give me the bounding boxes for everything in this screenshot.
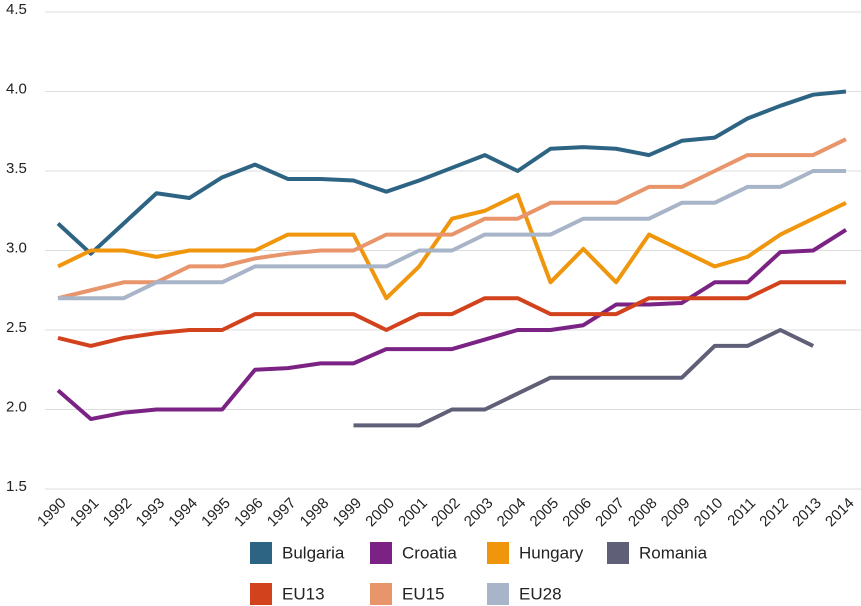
x-tick-label: 2010	[691, 495, 727, 531]
line	[58, 169, 846, 301]
y-tick-label: 1.5	[6, 478, 27, 495]
y-tick-label: 3.0	[6, 239, 27, 256]
x-tick-label: 1997	[264, 495, 300, 531]
line	[353, 328, 815, 428]
legend-swatch	[250, 542, 272, 564]
x-tick-label: 2008	[625, 495, 661, 531]
legend-label: Bulgaria	[282, 543, 345, 562]
line	[56, 228, 848, 422]
x-tick-label: 1996	[231, 495, 267, 531]
x-tick-label: 1995	[198, 495, 234, 531]
legend-label: EU28	[519, 584, 562, 603]
x-tick-label: 2014	[822, 495, 858, 531]
line	[57, 280, 846, 348]
x-tick-label: 1999	[330, 495, 366, 531]
legend-label: Croatia	[402, 543, 457, 562]
line	[57, 137, 847, 301]
x-tick-label: 1991	[67, 495, 103, 531]
legend-swatch	[250, 583, 272, 605]
legend-label: Hungary	[519, 543, 584, 562]
y-tick-label: 4.0	[6, 80, 27, 97]
legend-label: Romania	[639, 543, 708, 562]
x-tick-label: 2013	[789, 495, 825, 531]
x-tick-label: 1992	[100, 495, 136, 531]
y-tick-label: 2.5	[6, 319, 27, 336]
x-tick-label: 2003	[461, 495, 497, 531]
legend-swatch	[370, 583, 392, 605]
line	[56, 89, 847, 256]
legend-label: EU13	[282, 584, 325, 603]
x-tick-label: 2007	[592, 495, 628, 531]
x-tick-label: 2005	[527, 495, 563, 531]
legend-swatch	[487, 583, 509, 605]
x-tick-label: 2004	[494, 495, 530, 531]
legend-swatch	[370, 542, 392, 564]
y-tick-label: 3.5	[6, 160, 27, 177]
x-tick-label: 2009	[658, 495, 694, 531]
y-tick-label: 4.5	[6, 1, 27, 18]
x-tick-label: 2006	[559, 495, 595, 531]
x-tick-label: 1990	[34, 495, 70, 531]
x-tick-label: 1994	[165, 495, 201, 531]
y-tick-label: 2.0	[6, 398, 27, 415]
legend-label: EU15	[402, 584, 445, 603]
x-tick-label: 2002	[428, 495, 464, 531]
x-tick-label: 2000	[362, 495, 398, 531]
x-tick-label: 1998	[297, 495, 333, 531]
legend-swatch	[487, 542, 509, 564]
legend-swatch	[607, 542, 629, 564]
x-tick-label: 2011	[724, 495, 759, 530]
x-tick-label: 2001	[395, 495, 431, 531]
x-tick-label: 1993	[133, 495, 169, 531]
x-tick-label: 2012	[756, 495, 792, 531]
line	[57, 192, 847, 301]
